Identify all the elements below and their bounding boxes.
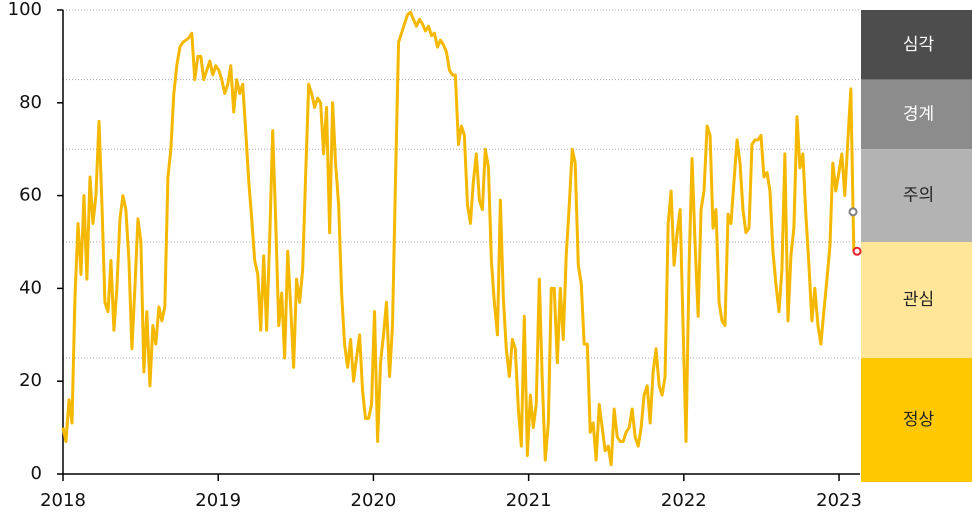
y-tick-label: 60	[19, 185, 42, 206]
x-tick-label: 2021	[506, 490, 552, 511]
data-line	[61, 10, 856, 467]
y-tick-label: 80	[19, 92, 42, 113]
x-tick-label: 2020	[351, 490, 397, 511]
band-label: 관심	[903, 290, 934, 310]
band-label: 심각	[903, 35, 935, 55]
band	[861, 358, 972, 482]
band-label: 정상	[903, 410, 935, 430]
band	[861, 242, 972, 358]
x-tick-label: 2019	[195, 490, 241, 511]
x-tick-label: 2022	[661, 490, 707, 511]
band	[861, 10, 972, 80]
y-tick-label: 40	[19, 277, 42, 298]
y-tick-label: 0	[31, 463, 42, 484]
y-tick-label: 20	[19, 370, 42, 391]
end-marker	[848, 207, 858, 217]
band-label: 주의	[903, 186, 934, 206]
y-tick-label: 100	[8, 0, 42, 20]
band	[861, 149, 972, 242]
end-marker	[852, 246, 862, 256]
x-tick-label: 2023	[816, 490, 862, 511]
band-label: 경계	[903, 104, 934, 124]
band	[861, 79, 972, 150]
x-tick-label: 2018	[40, 490, 86, 511]
